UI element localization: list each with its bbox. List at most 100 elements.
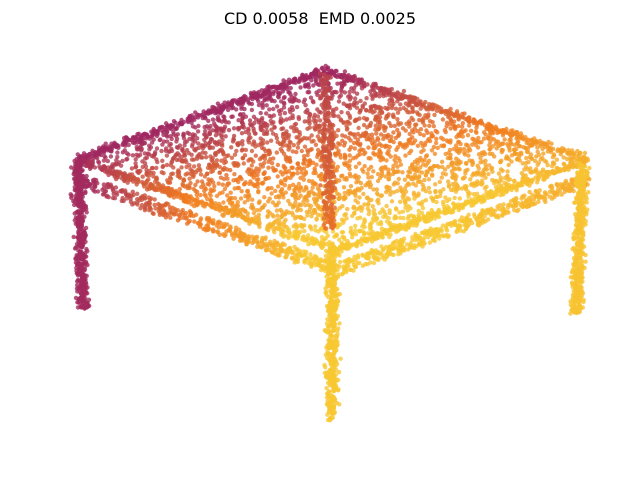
point	[270, 242, 276, 247]
point	[465, 133, 471, 138]
point	[542, 142, 547, 147]
point	[377, 251, 382, 256]
point	[222, 186, 228, 192]
point	[281, 139, 287, 144]
point	[470, 142, 475, 147]
point	[199, 179, 205, 184]
point	[501, 202, 506, 207]
point	[456, 225, 461, 230]
point	[200, 143, 205, 149]
point	[90, 158, 95, 164]
point	[371, 207, 377, 213]
point	[147, 173, 152, 178]
point	[374, 187, 380, 192]
point	[419, 170, 425, 175]
point	[523, 135, 528, 140]
point	[389, 199, 395, 204]
point	[168, 176, 174, 181]
point	[177, 174, 182, 179]
point	[209, 188, 215, 194]
point	[371, 142, 376, 147]
point	[448, 116, 453, 122]
point	[548, 147, 553, 152]
point	[447, 209, 452, 214]
point	[499, 158, 504, 163]
point	[334, 106, 339, 111]
point	[265, 187, 270, 192]
point	[144, 179, 149, 185]
point	[192, 198, 197, 203]
point	[336, 99, 342, 104]
point	[314, 198, 320, 203]
point	[187, 136, 192, 142]
point	[311, 160, 316, 165]
point	[386, 177, 391, 182]
point	[122, 171, 127, 176]
point	[296, 165, 302, 170]
point	[471, 191, 477, 197]
point	[306, 202, 311, 208]
point	[500, 212, 505, 217]
point	[538, 141, 543, 146]
point	[476, 170, 481, 175]
point	[310, 181, 315, 186]
point	[348, 174, 353, 179]
point	[413, 231, 418, 237]
point	[265, 224, 270, 229]
point	[352, 174, 357, 179]
point	[307, 224, 313, 229]
point	[196, 145, 202, 150]
point	[140, 174, 145, 179]
point	[491, 212, 496, 217]
point	[279, 126, 284, 132]
point	[249, 148, 255, 154]
point	[352, 146, 357, 151]
point	[386, 105, 391, 111]
point	[281, 234, 286, 239]
point	[206, 125, 212, 131]
point	[256, 169, 261, 174]
point	[261, 153, 266, 158]
point	[256, 102, 262, 108]
point	[263, 176, 269, 181]
point	[505, 173, 510, 179]
point	[348, 102, 353, 108]
point	[446, 205, 452, 211]
point	[164, 153, 170, 158]
point	[508, 133, 514, 139]
point	[333, 68, 338, 74]
point	[270, 200, 276, 205]
point	[289, 234, 295, 239]
point	[371, 88, 376, 93]
point	[443, 195, 448, 200]
point	[296, 116, 302, 122]
point	[395, 110, 401, 115]
point	[249, 219, 254, 224]
point	[395, 145, 400, 150]
point	[386, 112, 391, 117]
point	[210, 155, 215, 161]
point	[392, 169, 397, 174]
point	[393, 206, 399, 211]
point	[258, 124, 263, 129]
point	[350, 242, 355, 248]
point	[321, 241, 327, 246]
point	[120, 195, 125, 201]
point	[480, 218, 486, 223]
point	[402, 192, 407, 197]
point	[317, 188, 322, 193]
point	[348, 131, 353, 136]
point	[234, 148, 239, 154]
point	[171, 130, 176, 135]
point	[243, 217, 248, 222]
point	[97, 150, 102, 155]
point	[299, 215, 304, 221]
point	[351, 89, 356, 94]
point	[110, 143, 115, 148]
point	[431, 163, 437, 169]
point	[295, 161, 301, 166]
point	[295, 171, 300, 176]
point	[161, 171, 166, 176]
point	[257, 207, 263, 212]
point	[302, 76, 307, 81]
